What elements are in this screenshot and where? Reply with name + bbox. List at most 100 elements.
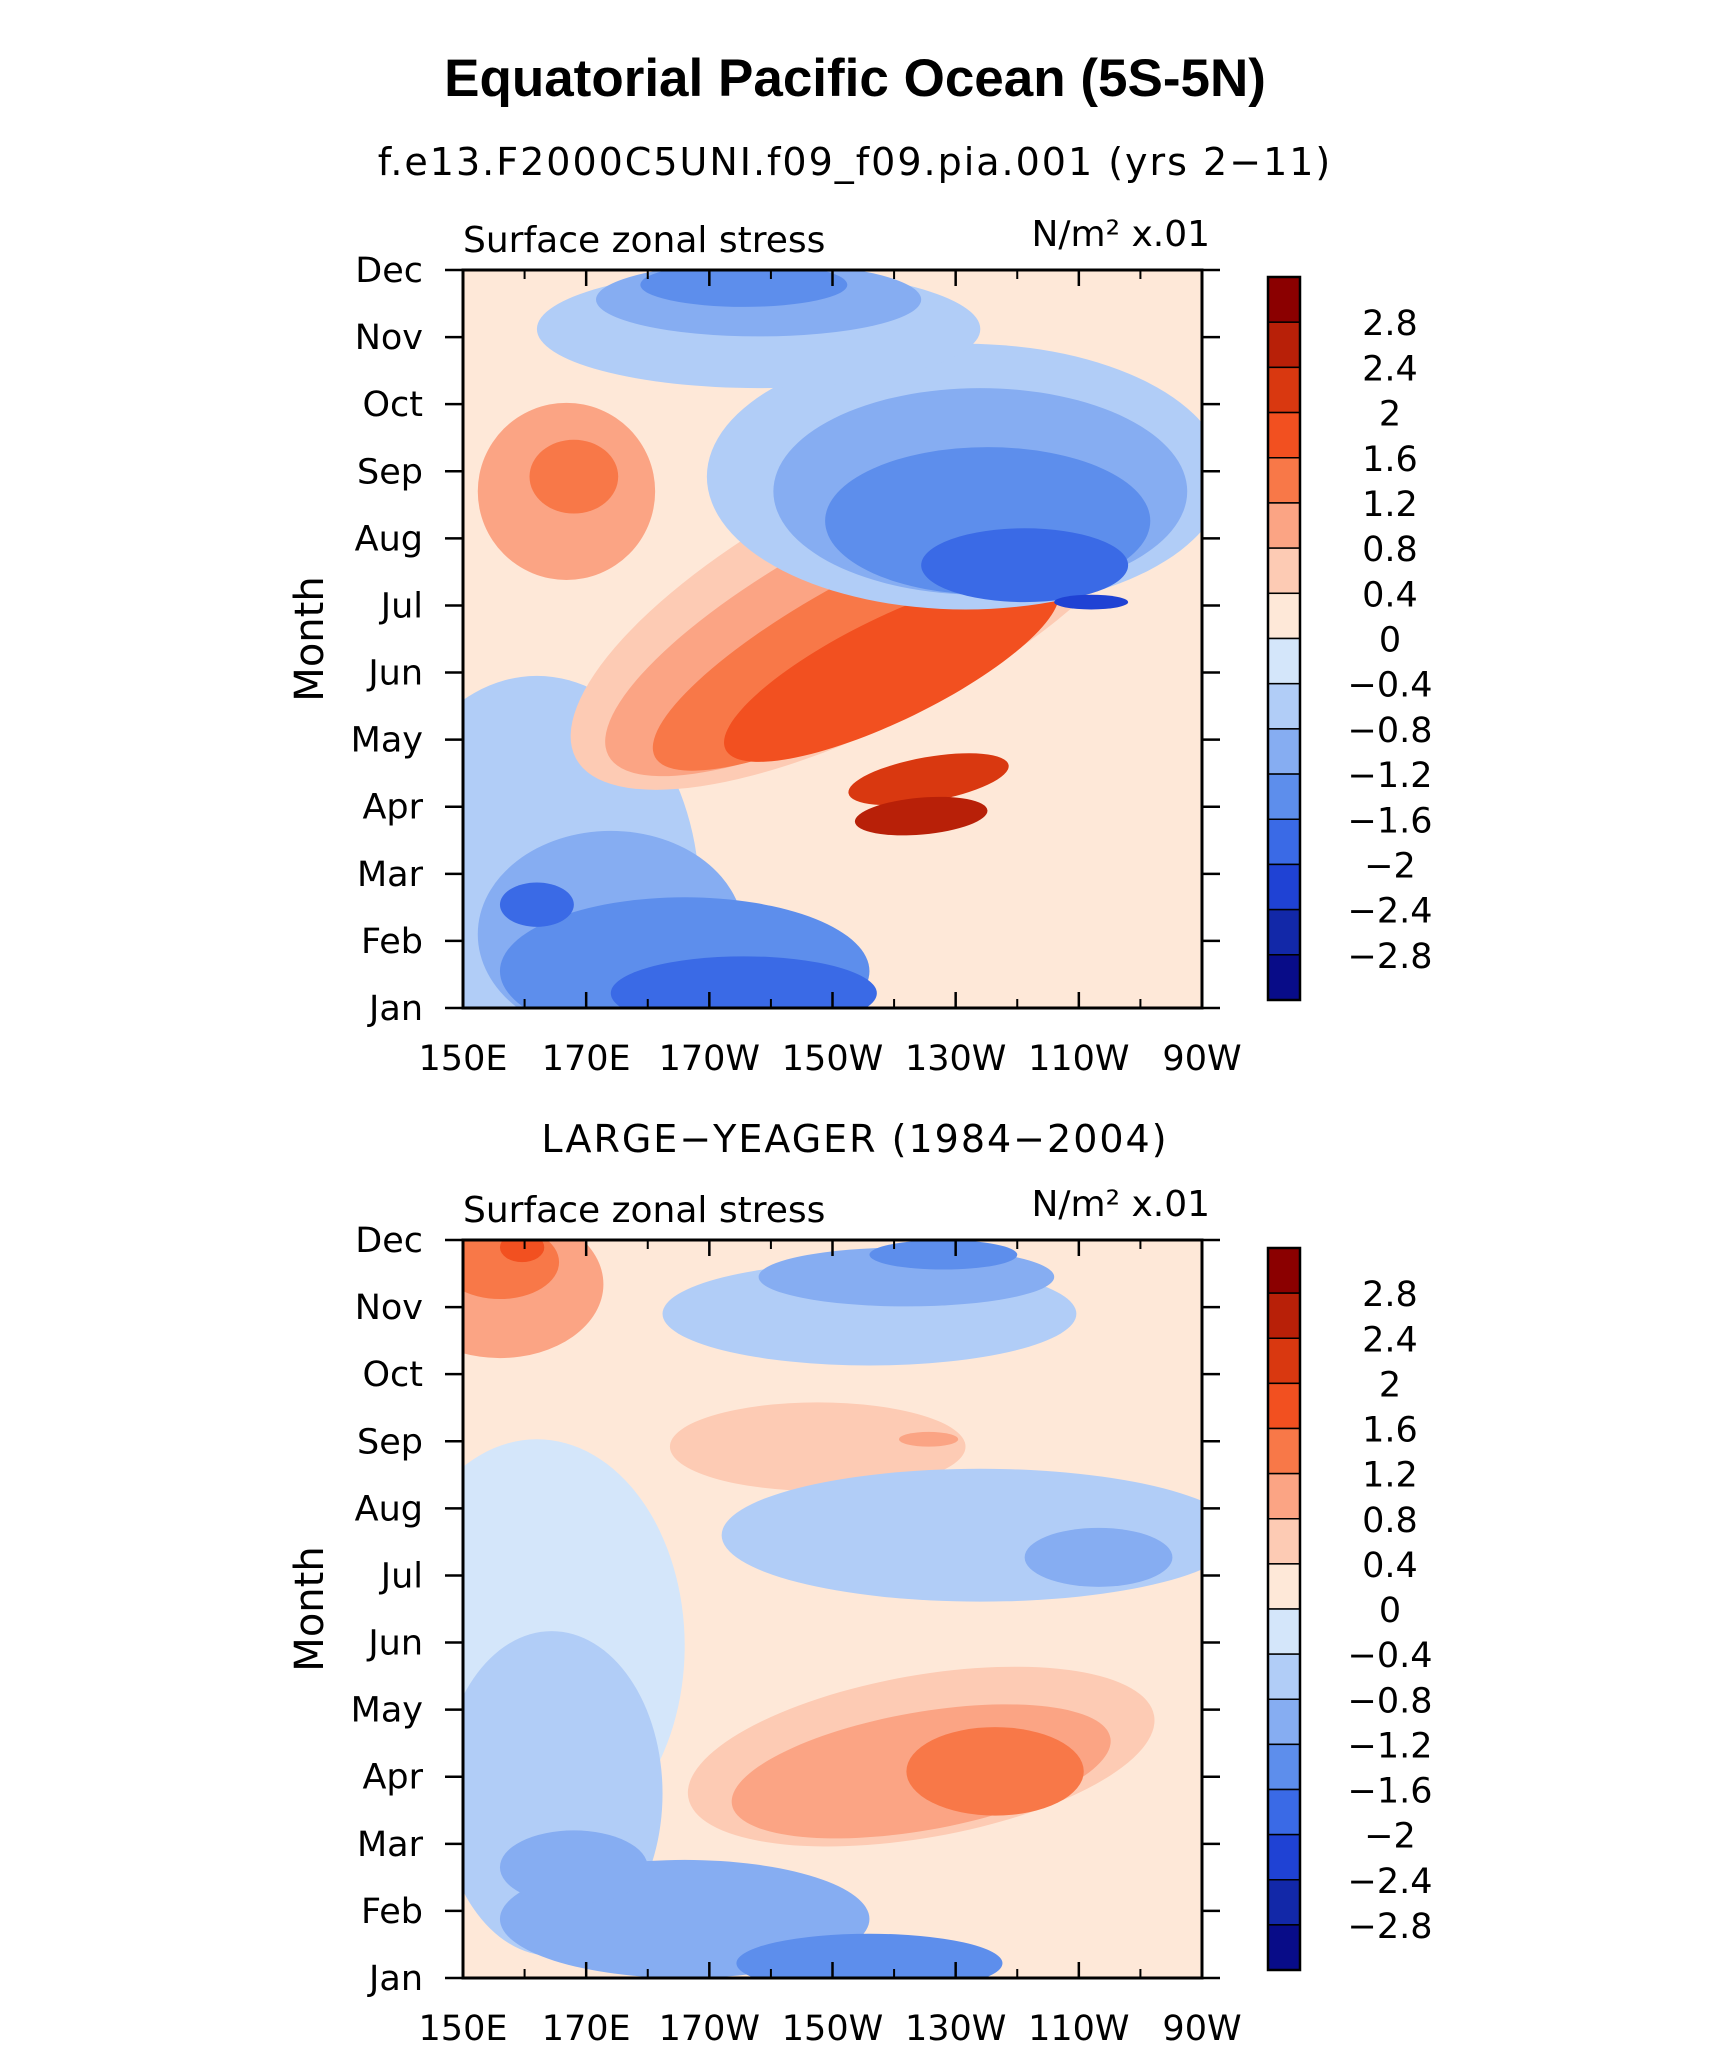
y-tick-label: Sep [357, 452, 423, 492]
colorbar-label: 2.8 [1362, 1275, 1418, 1315]
colorbar-frame [1266, 275, 1302, 1002]
contour-region [499, 1830, 648, 1905]
y-tick-label: Jan [367, 989, 423, 1029]
contour-region [848, 753, 1009, 806]
colorbar-label: −1.2 [1348, 1726, 1433, 1766]
heatmap-field [463, 270, 1202, 1008]
colorbar-label: 1.2 [1362, 1456, 1418, 1496]
chart-top: 150E 170E 170W 150W 130W 110W 90W Jan Feb Mar Apr M… [287, 214, 1433, 1079]
x-tick-label: 90W [1162, 2009, 1241, 2049]
colorbar-box [1267, 1608, 1301, 1655]
colorbar-label: 1.6 [1362, 440, 1418, 480]
contour-region [610, 956, 877, 1008]
contour-region [869, 1240, 1018, 1270]
colorbar-label: 2 [1379, 1365, 1401, 1405]
y-tick-label: Oct [362, 385, 423, 425]
y-axis-label: Month [287, 576, 333, 701]
y-tick-label: Aug [355, 519, 423, 559]
contour-region [854, 796, 988, 836]
colorbar-label: 2.4 [1362, 349, 1418, 389]
contour-region [1054, 594, 1129, 610]
y-tick-label: Nov [355, 1288, 423, 1328]
x-tick-label: 150W [782, 1039, 883, 1079]
contour-region [463, 1240, 560, 1300]
colorbar-label: −0.8 [1348, 711, 1433, 751]
contour-region [1024, 1527, 1173, 1587]
colorbar-label: −2 [1364, 1817, 1416, 1857]
y-tick-label: Dec [355, 1221, 423, 1261]
colorbar-box [1267, 457, 1301, 504]
contour-region [721, 1468, 1202, 1602]
colorbar-box [1267, 1472, 1301, 1520]
colorbar-label: −1.2 [1348, 756, 1433, 796]
x-tick-label: 170W [659, 1039, 760, 1079]
colorbar-label: −2.4 [1348, 892, 1433, 932]
y-tick-label: Jul [379, 1556, 423, 1596]
colorbar-box [1267, 1833, 1301, 1881]
colorbar-box [1267, 1653, 1301, 1700]
colorbar-box [1267, 1743, 1301, 1791]
colorbar-label: 0.8 [1362, 530, 1418, 570]
x-tick-label: 150W [782, 2009, 883, 2049]
y-tick-label: Jul [379, 586, 423, 626]
y-tick-label: Mar [357, 855, 424, 895]
colorbar-label: 2.8 [1362, 304, 1418, 344]
colorbar-box [1267, 773, 1301, 820]
x-tick-label: 170E [542, 2009, 631, 2049]
contour-region [499, 1240, 545, 1263]
y-tick-label: Jun [366, 1624, 423, 1664]
colorbar-label: 2 [1379, 395, 1401, 435]
y-tick-label: May [351, 721, 423, 761]
colorbar-box [1267, 1698, 1301, 1746]
x-tick-label: 90W [1162, 1039, 1241, 1079]
y-tick-label: Apr [362, 788, 423, 828]
colorbar-label: −2.8 [1348, 937, 1433, 977]
colorbar-box [1267, 1382, 1301, 1430]
contour-region [529, 439, 619, 514]
contour-region [899, 1431, 959, 1447]
colorbar-label: −1.6 [1348, 1772, 1433, 1812]
colorbar-box [1267, 1563, 1301, 1610]
x-tick-label: 130W [905, 2009, 1006, 2049]
heatmap-field [463, 1240, 1202, 1978]
y-tick-label: Mar [357, 1825, 424, 1865]
x-tick-label: 170W [659, 2009, 760, 2049]
y-axis-label: Month [287, 1546, 333, 1671]
contour-region [669, 1402, 966, 1491]
y-tick-label: Feb [361, 1892, 423, 1932]
variable-label: Surface zonal stress [463, 220, 825, 261]
x-tick-label: 110W [1028, 2009, 1129, 2049]
contour-region [724, 575, 1060, 762]
colorbar-label: −2 [1364, 846, 1416, 886]
y-tick-label: Nov [355, 318, 423, 358]
contour-region [640, 270, 848, 307]
colorbar-label: 1.2 [1362, 485, 1418, 525]
colorbar-label: 2.4 [1362, 1320, 1418, 1360]
variable-label: Surface zonal stress [463, 1190, 825, 1231]
colorbar-box [1267, 682, 1301, 730]
colorbar-box [1267, 1879, 1301, 1926]
x-tick-label: 110W [1028, 1039, 1129, 1079]
colorbar-label: −2.8 [1348, 1907, 1433, 1947]
colorbar-label: 0 [1379, 1591, 1401, 1631]
colorbar-box [1267, 1247, 1301, 1294]
colorbar-box [1267, 1427, 1301, 1475]
x-tick-label: 170E [542, 1039, 631, 1079]
contour-region [906, 1727, 1084, 1816]
y-tick-label: Dec [355, 251, 423, 291]
colorbar-label: 1.6 [1362, 1411, 1418, 1451]
y-tick-label: Jun [366, 654, 423, 694]
units-label: N/m² x.01 [1031, 214, 1210, 255]
y-tick-label: Sep [357, 1422, 423, 1462]
colorbar-box [1267, 1518, 1301, 1565]
colorbar-box [1267, 1924, 1301, 1971]
x-tick-label: 130W [905, 1039, 1006, 1079]
colorbar-label: −1.6 [1348, 801, 1433, 841]
colorbar-label: 0.4 [1362, 575, 1418, 615]
colorbar-label: −0.4 [1348, 1636, 1433, 1676]
colorbar-label: 0 [1379, 621, 1401, 661]
colorbar-box [1267, 1788, 1301, 1836]
colorbar-label: −2.4 [1348, 1862, 1433, 1902]
colorbar-label: 0.4 [1362, 1546, 1418, 1586]
